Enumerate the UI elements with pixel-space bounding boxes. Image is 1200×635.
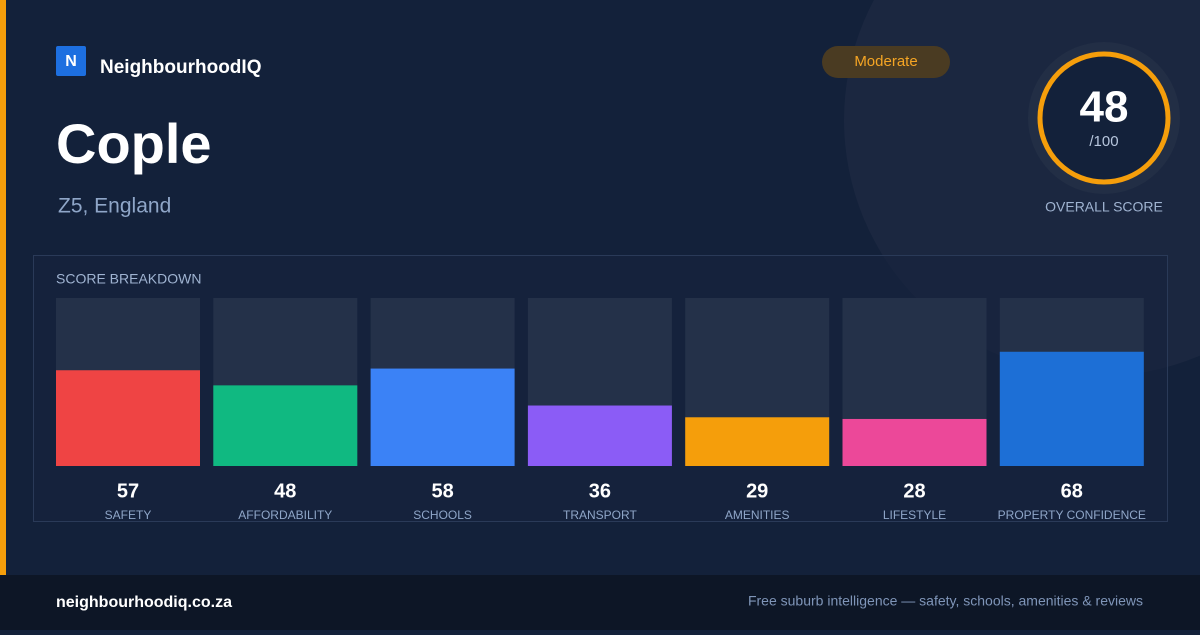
bar <box>527 405 672 466</box>
brand-name: NeighbourhoodIQ <box>100 57 261 78</box>
overall-label: OVERALL SCORE <box>1045 199 1163 215</box>
bar <box>213 385 358 466</box>
bar <box>999 351 1144 466</box>
bar-value: 36 <box>589 480 611 502</box>
overall-score: 48 <box>1080 83 1129 132</box>
overall-out-of: /100 <box>1089 133 1118 150</box>
footer <box>0 575 1200 630</box>
bar-label: PROPERTY CONFIDENCE <box>998 508 1146 522</box>
bar-value: 28 <box>903 480 925 502</box>
rating-badge <box>822 46 950 78</box>
footer-tagline: Free suburb intelligence — safety, schoo… <box>748 593 1143 609</box>
bar <box>370 368 515 466</box>
bar <box>56 370 200 466</box>
place-name: Cople <box>56 112 212 175</box>
rating-text: Moderate <box>854 53 917 70</box>
bar-label: SAFETY <box>105 508 152 522</box>
footer-site: neighbourhoodiq.co.za <box>56 594 232 611</box>
logo-letter: N <box>65 53 77 70</box>
bar-label: SCHOOLS <box>413 508 472 522</box>
bar-label: AMENITIES <box>725 508 790 522</box>
bar-label: TRANSPORT <box>563 508 637 522</box>
accent-stripe <box>0 0 6 575</box>
bar-value: 68 <box>1061 480 1083 502</box>
bar-value: 29 <box>746 480 768 502</box>
bar <box>685 417 830 466</box>
bar-label: LIFESTYLE <box>883 508 946 522</box>
logo <box>56 46 86 76</box>
bar-value: 57 <box>117 480 139 502</box>
bar <box>842 418 987 466</box>
score-ring <box>1037 51 1171 185</box>
bar-label: AFFORDABILITY <box>238 508 332 522</box>
place-region: Z5, England <box>58 195 171 218</box>
bar-value: 58 <box>431 480 453 502</box>
breakdown-title: SCORE BREAKDOWN <box>56 271 201 287</box>
bar-value: 48 <box>274 480 296 502</box>
